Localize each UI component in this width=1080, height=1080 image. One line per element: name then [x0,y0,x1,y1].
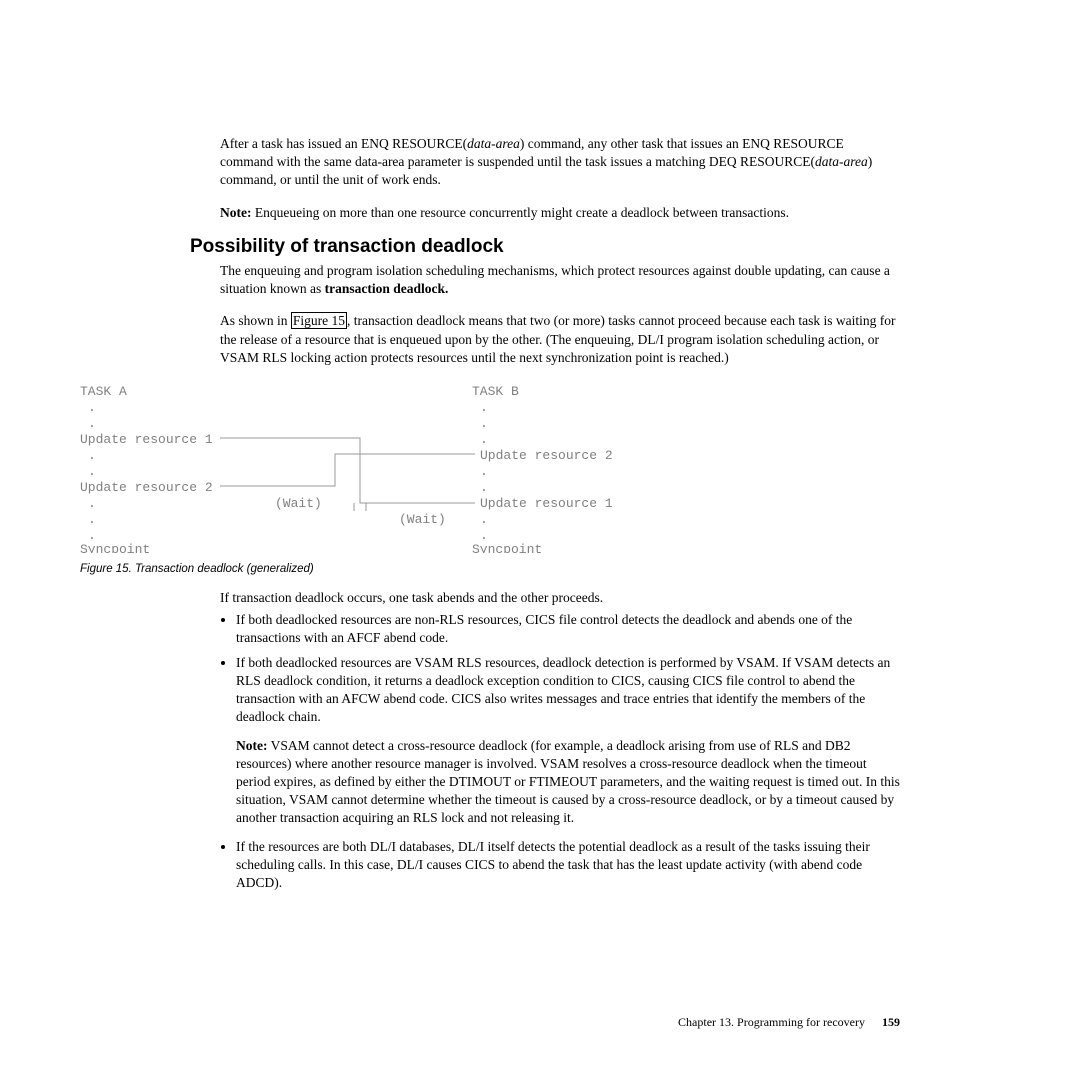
upd-a2: Update resource 2 [80,480,213,495]
section-p1: The enqueuing and program isolation sche… [220,262,900,298]
svg-text:.: . [88,496,96,511]
svg-text:.: . [480,432,488,447]
svg-text:.: . [88,448,96,463]
note-text: VSAM cannot detect a cross-resource dead… [236,738,900,826]
intro-note: Note: Enqueueing on more than one resour… [220,204,900,222]
intro-p1: After a task has issued an ENQ RESOURCE(… [220,135,900,190]
svg-text:.: . [480,400,488,415]
chapter-label: Chapter 13. Programming for recovery [678,1015,865,1029]
deadlock-diagram: TASK A TASK B .. .. Update resource 1. .… [80,383,900,553]
after-figure-block: If transaction deadlock occurs, one task… [220,589,900,892]
svg-text:.: . [480,464,488,479]
wait-b: (Wait) [399,512,446,527]
arrow-a1-to-b1 [220,438,475,503]
note-label: Note: [220,205,251,220]
svg-text:.: . [480,512,488,527]
bullet-list: If both deadlocked resources are non-RLS… [220,611,900,892]
bullet-3: If the resources are both DL/I databases… [236,838,900,893]
bullet-1: If both deadlocked resources are non-RLS… [236,611,900,647]
page-number: 159 [882,1015,900,1029]
upd-b1: Update resource 1 [480,496,613,511]
bold-term: transaction deadlock. [325,281,449,296]
sync-a: Syncpoint [80,542,150,553]
arrow-a2-to-b2 [220,454,475,486]
svg-text:.: . [88,528,96,543]
svg-text:.: . [88,512,96,527]
text: As shown in [220,313,291,328]
section-body: The enqueuing and program isolation sche… [220,262,900,367]
section-heading: Possibility of transaction deadlock [190,236,900,258]
term-data-area: data-area [467,136,520,151]
section-p2: As shown in Figure 15, transaction deadl… [220,312,900,367]
figure-15-link[interactable]: Figure 15 [291,312,347,329]
task-b-label: TASK B [472,384,519,399]
note-text: Enqueueing on more than one resource con… [251,205,789,220]
upd-b2: Update resource 2 [480,448,613,463]
figure-caption: Figure 15. Transaction deadlock (general… [80,563,900,575]
task-a-label: TASK A [80,384,127,399]
bullet-2: If both deadlocked resources are VSAM RL… [236,654,900,828]
term-data-area: data-area [815,154,868,169]
after-p1: If transaction deadlock occurs, one task… [220,589,900,607]
wait-a: (Wait) [275,496,322,511]
text: If both deadlocked resources are VSAM RL… [236,655,890,725]
svg-text:.: . [480,528,488,543]
note-label: Note: [236,738,267,753]
text: After a task has issued an ENQ RESOURCE( [220,136,467,151]
svg-text:.: . [88,400,96,415]
figure-15: TASK A TASK B .. .. Update resource 1. .… [80,383,900,553]
svg-text:.: . [480,480,488,495]
upd-a1: Update resource 1 [80,432,213,447]
page: After a task has issued an ENQ RESOURCE(… [0,0,1080,1080]
intro-block: After a task has issued an ENQ RESOURCE(… [220,135,900,222]
svg-text:.: . [480,416,488,431]
svg-text:.: . [88,464,96,479]
svg-text:.: . [88,416,96,431]
text: The enqueuing and program isolation sche… [220,263,890,296]
bullet-2-note: Note: VSAM cannot detect a cross-resourc… [236,737,900,828]
sync-b: Syncpoint [472,542,542,553]
page-footer: Chapter 13. Programming for recovery 159 [678,1015,900,1030]
